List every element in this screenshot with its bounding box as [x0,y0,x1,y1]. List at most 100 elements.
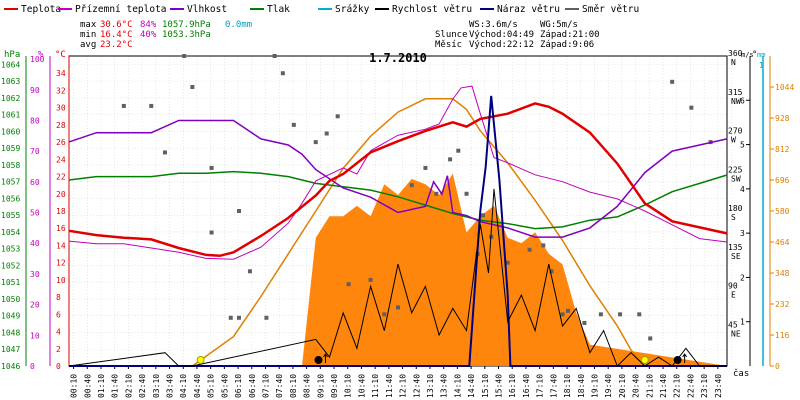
tick-temp: 32 [56,86,66,95]
tick-dir: 225 [728,165,743,174]
axis-unit-temp: °C [55,50,66,60]
dir-point [346,282,351,287]
tick-x: 12:40 [412,374,421,398]
tick-x: 19:40 [604,374,613,398]
tick-temp: 16 [56,224,66,233]
tick-hpa: 1054 [1,228,20,237]
tick-x: 11:10 [371,374,380,398]
moon-set-marker [314,356,323,364]
tick-dir: 90 [728,282,738,291]
dir-point [162,150,167,155]
tick-x: 04:10 [179,374,188,398]
moon-arrow [323,353,328,363]
tick-dir-name: E [731,291,736,300]
tick-temp: 20 [56,190,66,199]
tick-x: 07:10 [261,374,270,398]
tick-solar: 464 [775,238,790,247]
stat-avg-temp: 23.2°C [100,40,133,50]
tick-dir: 360 [728,49,743,58]
tick-x: 03:10 [152,374,161,398]
tick-x: 14:10 [453,374,462,398]
x-axis: 00:10 00:40 01:10 01:40 02:10 02:40 03:10 03:40… [70,366,749,398]
moon-rise-marker [673,356,682,364]
tick-temp: 4 [56,328,61,337]
tick-pct: 30 [30,270,40,279]
series-solar-area [69,173,727,366]
tick-x: 13:10 [426,374,435,398]
legend-label-temp: Teplota [21,4,61,15]
astro-sun-label: Slunce [435,30,468,40]
tick-wind: 5 [740,141,745,150]
tick-temp: 22 [56,173,66,182]
legend-label-press: Tlak [267,4,290,15]
tick-x: 09:40 [330,374,339,398]
tick-x: 02:40 [138,374,147,398]
tick-hpa: 1060 [1,127,20,136]
astro-ws: WS:3.6m/s [469,20,518,30]
legend-label-gust: Náraz větru [497,4,560,15]
tick-hpa: 1048 [1,328,20,337]
dir-point [527,247,532,252]
tick-dir-name: SE [731,252,741,261]
tick-x: 18:40 [577,374,586,398]
stat-min-temp: 16.4°C [100,30,133,40]
dir-point [291,122,296,127]
tick-x: 12:10 [399,374,408,398]
stat-avg-label: avg [80,40,96,50]
tick-x: 16:10 [508,374,517,398]
dir-point [670,79,675,84]
tick-temp: 0 [56,362,61,371]
tick-solar: 812 [775,145,790,154]
dir-point [272,54,277,58]
tick-x: 23:10 [700,374,709,398]
tick-pct: 20 [30,301,40,310]
tick-x: 06:10 [234,374,243,398]
tick-solar: 116 [775,331,790,340]
tick-wind: 3 [740,229,745,238]
tick-x: 11:40 [385,374,394,398]
tick-hpa: 1051 [1,278,20,287]
astro-sun-rise: Východ:04:49 [469,30,534,40]
axis-unit-dir: ° [752,50,757,60]
stat-max-press: 1057.9hPa [162,20,211,30]
tick-x: 01:10 [97,374,106,398]
tick-x: 04:40 [193,374,202,398]
dir-point [264,315,269,320]
stat-min-hum: 40% [140,30,157,40]
dir-point [396,305,400,310]
legend-label-hum: Vlhkost [187,4,227,15]
legend-label-feels: Přízemní teplota [75,4,167,15]
tick-pct: 10 [30,331,40,340]
tick-pct: 40 [30,239,40,248]
tick-temp: 2 [56,345,61,354]
tick-temp: 18 [56,207,66,216]
legend-label-dir: Směr větru [582,4,639,15]
tick-hpa: 1055 [1,211,20,220]
tick-x: 19:10 [590,374,599,398]
axis-unit-rain: mm [757,51,765,59]
tick-hpa: 1047 [1,345,20,354]
tick-dir-name: W [731,136,736,145]
sun-set-marker [640,356,649,364]
tick-x: 14:40 [467,374,476,398]
tick-x: 05:10 [207,374,216,398]
tick-dir: 45 [728,320,738,329]
dir-point [209,165,214,170]
tick-temp: 14 [56,241,66,250]
legend-label-wind: Rychlost větru [392,4,472,15]
dir-point [236,209,241,213]
tick-x: 16:40 [522,374,531,398]
stat-max-label: max [80,20,97,30]
tick-x: 18:10 [563,374,572,398]
series-gust [69,95,727,367]
dir-point [480,213,485,218]
chart-title: 1.7.2010 [369,51,427,65]
tick-dir-name: NE [731,329,741,338]
dir-point [689,105,694,110]
dir-point [637,312,642,317]
dir-point [618,312,623,317]
astro-moon-rise: Východ:22:12 [469,40,534,50]
moon-arrow [682,353,688,363]
tick-pct: 0 [30,362,35,371]
tick-dir: 270 [728,127,743,136]
